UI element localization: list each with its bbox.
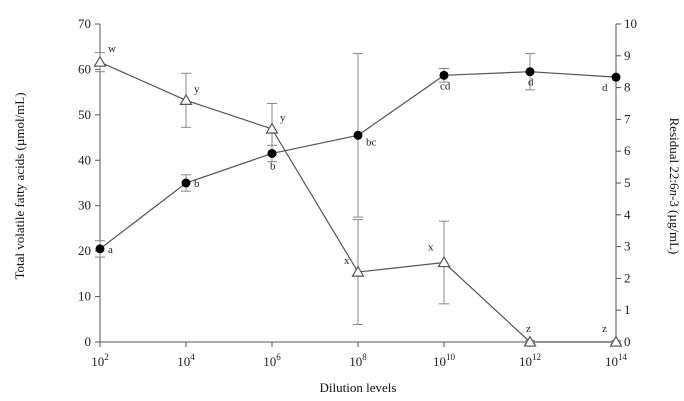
series-2-label-1: w <box>108 43 116 55</box>
left-y-axis-title-part-3: mol/mL) <box>12 92 27 138</box>
right-tick-label-1: 1 <box>624 302 631 317</box>
right-tick-label-3: 3 <box>624 239 631 254</box>
series-1-point-6 <box>525 67 535 77</box>
series-1-point-4 <box>353 130 363 140</box>
left-tick-label-50: 50 <box>78 107 91 122</box>
left-y-axis: 0 10 20 30 40 50 60 70 <box>78 16 100 349</box>
series-2-point-2 <box>179 93 193 105</box>
series-2-point-5 <box>437 255 451 268</box>
x-tick-label-10e8: 108 <box>349 352 367 369</box>
right-y-axis-title-part-3: -3 (µg/mL) <box>667 196 682 254</box>
series-2-label-4: x <box>344 255 350 267</box>
right-tick-label-7: 7 <box>624 111 631 126</box>
series-2-point-3 <box>265 122 279 134</box>
right-tick-label-5: 5 <box>624 175 631 190</box>
left-tick-label-10: 10 <box>78 289 91 304</box>
series-1-label-2: b <box>194 178 200 190</box>
series-2-label-2: y <box>194 83 200 95</box>
right-tick-label-8: 8 <box>624 80 631 95</box>
right-tick-label-10: 10 <box>624 16 637 31</box>
x-axis: 102 104 106 108 1010 1012 1014 <box>91 342 628 369</box>
left-tick-label-60: 60 <box>78 61 91 76</box>
right-y-axis-title-part-1: Residual 22:6 <box>667 118 682 190</box>
right-tick-label-9: 9 <box>624 48 631 63</box>
series-2-point-4 <box>351 265 365 277</box>
series-1-point-7 <box>611 72 621 82</box>
left-tick-label-30: 30 <box>78 198 91 213</box>
left-y-axis-title: Total volatile fatty acids (µmol/mL) <box>12 92 27 279</box>
series-2-label-5: x <box>428 242 434 254</box>
right-y-axis-title-part-2: n <box>667 189 682 196</box>
x-tick-label-10e10: 1010 <box>433 352 456 369</box>
series-1-point-1 <box>95 244 105 254</box>
significance-labels: a b b bc cd d d w y y x x z z <box>108 43 608 335</box>
series-1-label-6: d <box>528 77 534 89</box>
x-tick-label-10e6: 106 <box>263 352 281 369</box>
series-1-label-4: bc <box>366 136 377 148</box>
x-tick-label-10e12: 1012 <box>519 352 541 369</box>
right-tick-label-2: 2 <box>624 270 631 285</box>
left-y-axis-title-part-1: Total volatile fatty acids ( <box>12 146 27 279</box>
right-y-axis: 0 1 2 3 4 5 6 7 8 9 10 <box>616 16 637 349</box>
left-tick-label-0: 0 <box>85 334 92 349</box>
left-tick-label-70: 70 <box>78 16 91 31</box>
series-2-label-7: z <box>602 323 607 335</box>
series-1-label-3: b <box>270 160 276 172</box>
right-y-axis-title: Residual 22:6n-3 (µg/mL) <box>667 118 682 255</box>
x-tick-label-10e14: 1014 <box>605 352 628 369</box>
series-1-label-5: cd <box>440 80 451 92</box>
series-2-point-7 <box>609 335 623 347</box>
left-tick-label-20: 20 <box>78 243 91 258</box>
error-bars <box>95 52 621 345</box>
series-2-label-6: z <box>526 323 531 335</box>
x-axis-title: Dilution levels <box>320 380 397 395</box>
right-tick-label-4: 4 <box>624 207 631 222</box>
series-2-label-3: y <box>280 112 286 124</box>
series-2-point-6 <box>523 335 537 347</box>
x-tick-label-10e2: 102 <box>91 352 109 369</box>
series-1-label-1: a <box>108 244 113 256</box>
series-1-point-2 <box>181 178 191 188</box>
data-markers <box>93 55 623 347</box>
series-1-label-7: d <box>602 82 608 94</box>
x-tick-label-10e4: 104 <box>177 352 195 369</box>
left-tick-label-40: 40 <box>78 152 91 167</box>
series-2-point-1 <box>93 55 107 67</box>
series-1-point-3 <box>267 148 277 158</box>
right-tick-label-6: 6 <box>624 143 631 158</box>
series-1-point-5 <box>439 70 449 80</box>
right-tick-label-0: 0 <box>624 334 631 349</box>
left-y-axis-title-part-2: µ <box>12 138 27 146</box>
